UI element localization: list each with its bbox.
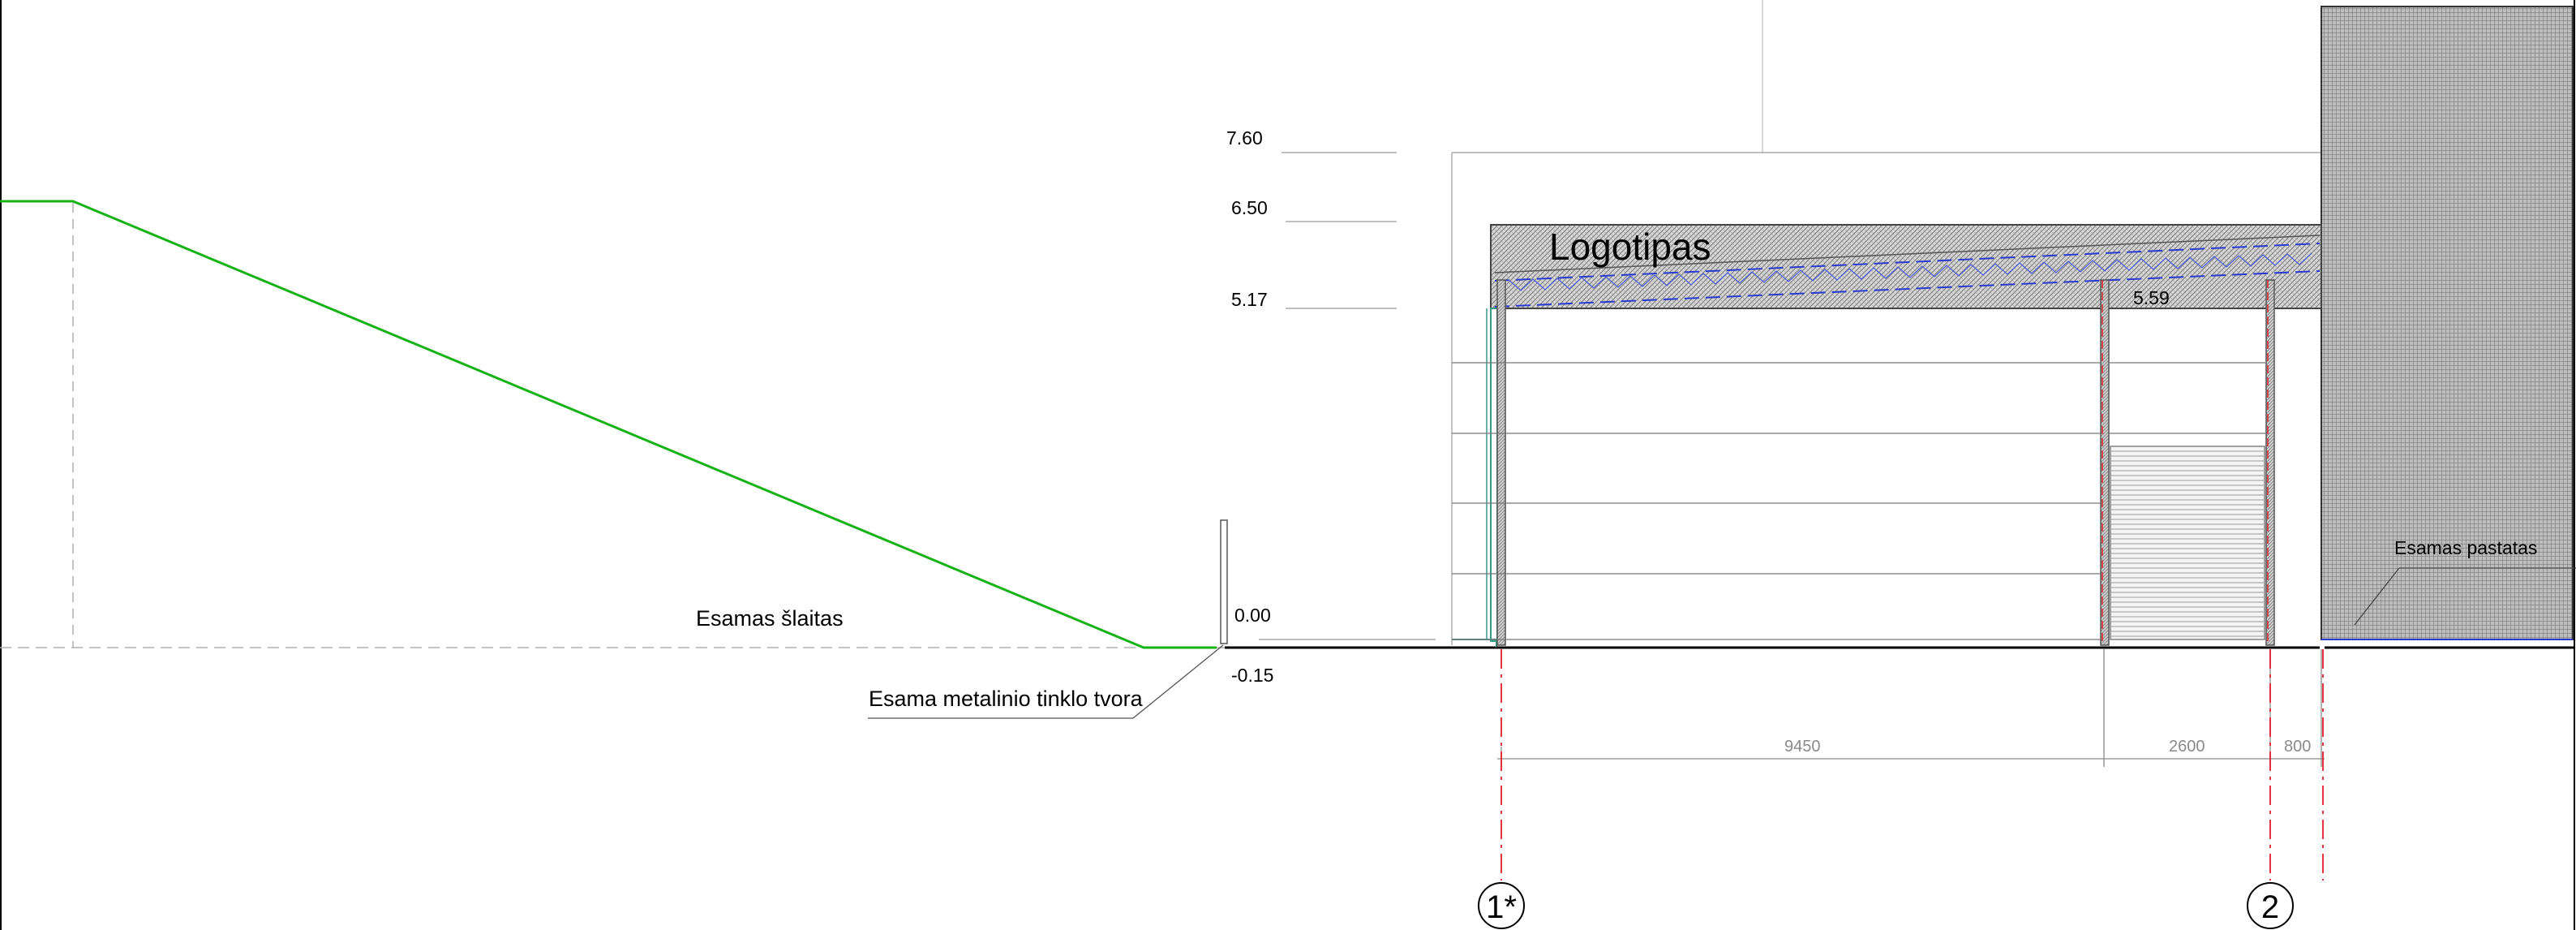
- level-label-760: 7.60: [1226, 127, 1263, 149]
- existing-building: [2321, 6, 2574, 640]
- fence-leader-line: [1132, 644, 1224, 719]
- level-label-517: 5.17: [1231, 289, 1268, 310]
- roof-truss-top-chord: [1494, 243, 2321, 282]
- building-leader-line: [2354, 567, 2400, 626]
- column-right: [2265, 279, 2275, 646]
- roller-gate: [2110, 446, 2265, 640]
- fence-label: Esama metalinio tinklo tvora: [869, 687, 1144, 711]
- logo-text: Logotipas: [1549, 226, 1711, 268]
- roof-slope-line: [1494, 235, 2321, 273]
- grid-axis-1-bubble: [1478, 882, 1525, 929]
- roof-truss-web: [1508, 252, 2312, 291]
- grid-axis-2-label: 2: [2261, 889, 2279, 925]
- level-label-000: 0.00: [1234, 605, 1271, 626]
- grid-axis-1-label: 1*: [1486, 889, 1517, 925]
- dimension-label-800: 800: [2284, 738, 2311, 756]
- column-left: [1496, 279, 1506, 646]
- dimension-label-9450: 9450: [1784, 738, 1821, 756]
- column-middle: [2100, 279, 2110, 646]
- existing-slope-line: [0, 200, 1217, 649]
- slope-label: Esamas šlaitas: [696, 606, 844, 631]
- glass-panel-left: [1490, 308, 1498, 642]
- level-label-650: 6.50: [1231, 197, 1268, 218]
- existing-building-label: Esamas pastatas: [2394, 537, 2537, 558]
- level-label-minus-015: -0.15: [1231, 665, 1273, 686]
- fence-post: [1220, 519, 1228, 644]
- inner-height-label: 5.59: [2133, 287, 2170, 308]
- dimension-label-2600: 2600: [2169, 738, 2205, 756]
- grid-axis-2-bubble: [2247, 882, 2294, 929]
- roof-truss-bottom-chord: [1494, 270, 2321, 308]
